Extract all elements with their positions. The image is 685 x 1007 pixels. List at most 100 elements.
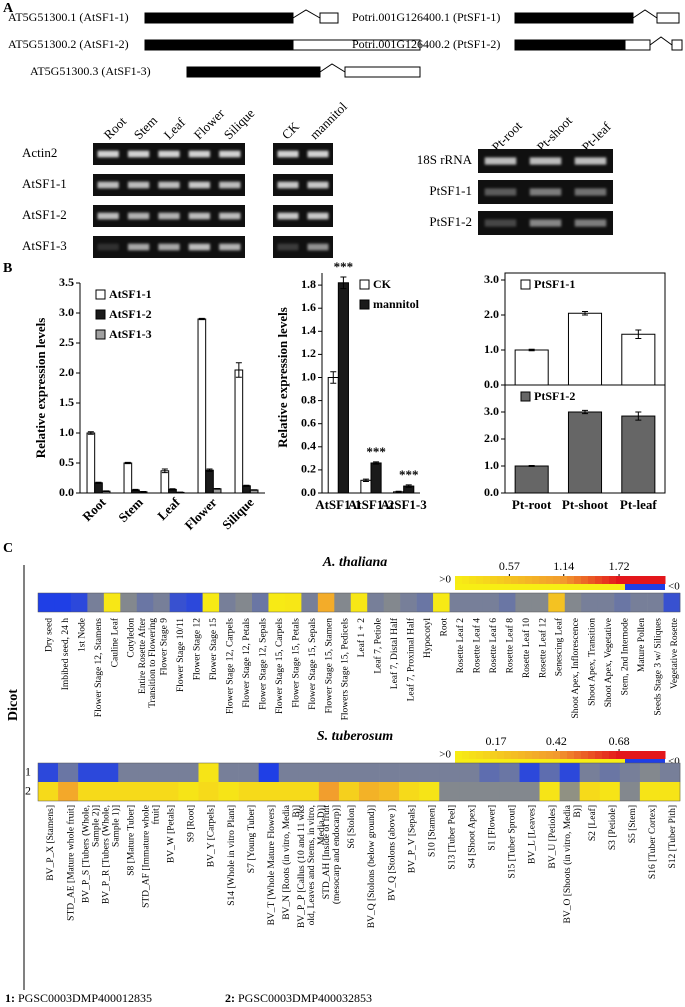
column-label: Vegetative Rosette [670,618,680,689]
scale-step [630,751,638,759]
error-bar [169,488,176,491]
scale-step [644,576,652,584]
column-label: Flower Stage 15, Petals [291,618,301,708]
heatmap-cell [235,593,253,612]
column-label: B)] [572,805,583,818]
gel-band [529,157,562,165]
error-bar [251,489,258,491]
heatmap-cell [54,593,72,612]
heatmap-cell [519,782,540,801]
scale-tick-label: 0.17 [486,734,507,748]
heatmap-cell [298,782,320,801]
heatmap-cell [218,763,239,782]
lane-label: Pt-leaf [579,119,615,155]
heatmap-cell [198,782,219,801]
footnote: 1: PGSC0003DMP400012835 [5,991,152,1005]
heatmap-cell [599,782,621,801]
heatmap-cell [639,782,661,801]
column-label: S8 [Mature Tuber] [126,805,136,876]
scale-step [567,751,575,759]
scale-tick-label: 0.68 [609,734,630,748]
scale-step [616,576,624,584]
y-tick-label: 3.5 [59,275,74,289]
column-label: S16 [Tuber Cortex] [648,805,658,879]
bar [370,462,382,494]
heatmap-cell [639,763,661,782]
heatmap-cell [359,782,380,801]
y-tick-label: 0.4 [301,439,316,453]
gel-band [484,157,517,165]
scale-step [546,751,554,759]
error-bar [87,431,94,435]
heatmap-cell [416,593,434,612]
heatmap-cell [439,782,460,801]
scale-step [567,576,575,584]
heatmap-cell [87,593,105,612]
column-label: S4 [Shoot Apex] [468,805,478,868]
scale-step [602,751,610,759]
heatmap-cell [479,763,500,782]
column-label: Shoot Apex, Inflorescence [570,618,581,719]
error-bar [373,461,380,465]
gel-row-label: AtSF1-3 [22,238,67,253]
heatmap-cell [400,593,417,612]
scale-step [483,576,491,584]
column-label: fruit] [151,805,162,825]
y-tick-label: 3.0 [484,272,499,286]
intron [319,63,346,73]
y-tick-label: 0.2 [301,462,316,476]
heatmap-cell [218,782,239,801]
legend-label: PtSF1-2 [534,389,575,403]
column-label: Shoot Apex, Transition [588,618,598,706]
error-bar [528,464,535,468]
column-label: Seeds Stage 3 w/ Siliques [653,618,663,716]
heatmap-cell [379,763,400,782]
exon-utr [319,12,339,24]
y-tick-label: 1.2 [301,346,316,360]
heatmap-cell [158,763,179,782]
legend-swatch [95,289,106,300]
footnote-id: PGSC0003DMP400032853 [238,991,372,1005]
column-label: BV_P_P [Callus (10 and 11 wks [296,805,307,928]
gel-band [97,243,119,251]
heatmap-cell [559,763,580,782]
y-tick-label: 2.0 [59,365,74,379]
column-label: S10 [Stamen] [427,805,437,857]
column-label: BV_U [Petioles] [548,805,558,869]
intron [632,9,658,19]
gel-band [219,212,241,220]
gel-row-label: PtSF1-2 [429,214,472,229]
error-bar [362,478,369,482]
scale-above: >0 [439,574,451,586]
lane-label: Flower [191,105,228,142]
bar [621,415,656,494]
scale-step [616,751,624,759]
heatmap-cell [258,763,280,782]
bar [234,369,244,494]
column-label: Flowers Stage 15, Pedicels [341,618,351,721]
heatmap-cell [597,593,615,612]
gel-band [484,188,517,196]
column-label: 1st Node [77,618,87,652]
y-tick-label: 1.8 [301,277,316,291]
column-label: Root [439,618,449,637]
significance: *** [399,467,419,482]
scale-step [588,576,596,584]
heatmap-cell [78,782,99,801]
row-label: 2 [25,783,31,797]
heatmap-cell [482,593,500,612]
scale-neutral [455,759,625,765]
legend-swatch [95,309,106,320]
gel-band [277,150,299,158]
y-tick-label: 1.6 [301,300,316,314]
scale-step [623,576,631,584]
column-label: Flower Stage 12 [193,618,203,681]
column-label: Flower Stage 9 [160,618,170,676]
column-label: Leaf 7, Proximal Half [406,617,417,701]
gel-band [219,150,241,158]
gel-band [277,212,299,220]
bar [360,479,372,494]
heatmap-cell [479,782,500,801]
column-label: STD_AH [Inside of fruit [321,805,332,900]
y-tick-label: 2.0 [484,307,499,321]
